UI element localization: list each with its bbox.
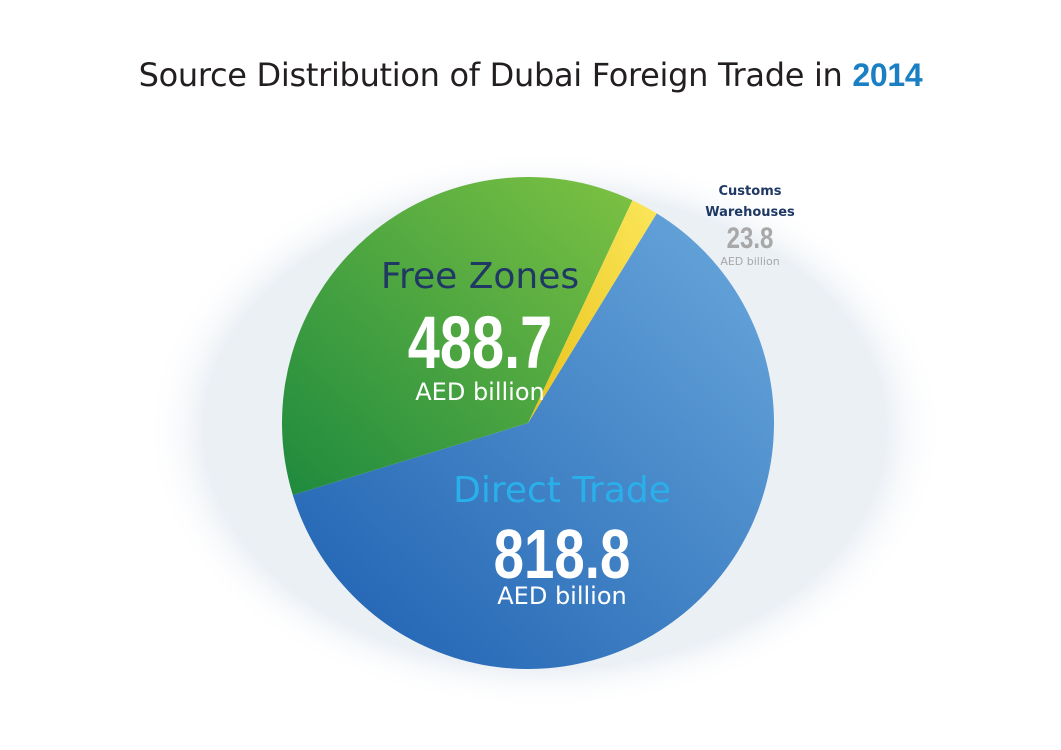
chart-title: Source Distribution of Dubai Foreign Tra… bbox=[0, 56, 1061, 94]
slice-value-direct-trade: 818.8 bbox=[493, 515, 631, 593]
pie-slice-customs-warehouses bbox=[528, 200, 657, 423]
chart-title-year: 2014 bbox=[852, 57, 923, 93]
chart-title-text: Source Distribution of Dubai Foreign Tra… bbox=[138, 56, 853, 94]
slice-label-customs-warehouses: Customs Warehouses bbox=[705, 184, 795, 220]
pie-slice-free-zones bbox=[282, 177, 633, 496]
slice-label-free-zones: Free Zones bbox=[380, 256, 580, 297]
slice-label-direct-trade: Direct Trade bbox=[453, 470, 671, 511]
slice-value-customs-warehouses: 23.8 bbox=[726, 222, 774, 255]
slice-unit-free-zones: AED billion bbox=[415, 378, 545, 406]
slice-unit-customs-warehouses: AED billion bbox=[720, 255, 780, 268]
pie-slice-direct-trade bbox=[292, 213, 774, 670]
slice-value-free-zones: 488.7 bbox=[407, 301, 553, 384]
slice-unit-direct-trade: AED billion bbox=[497, 582, 627, 610]
